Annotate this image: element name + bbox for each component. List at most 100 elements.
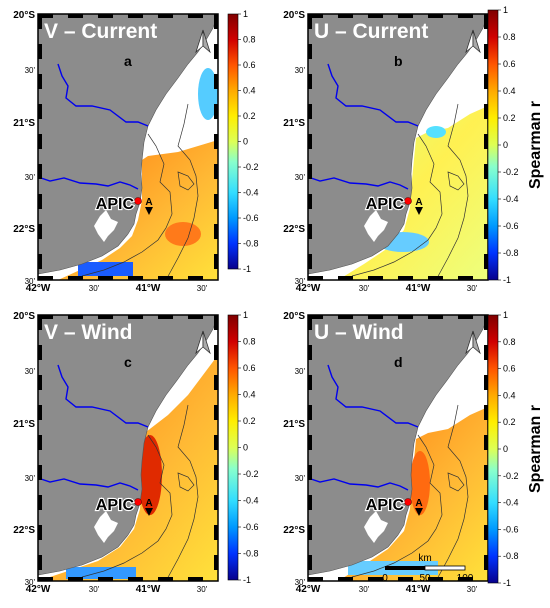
- frame-tick: [428, 577, 443, 581]
- isobath-line: [435, 103, 469, 281]
- frame-tick: [398, 315, 413, 319]
- frame-tick: [308, 405, 312, 420]
- frame-tick: [338, 315, 353, 319]
- frame-tick: [38, 375, 42, 390]
- frame-tick: [38, 555, 42, 570]
- colorbar-tick-label: 0.4: [503, 390, 516, 400]
- frame-tick: [98, 14, 113, 18]
- frame-tick: [308, 254, 312, 269]
- longitude-label: 30': [359, 284, 370, 293]
- frame-tick: [484, 14, 488, 29]
- frame-tick: [38, 164, 42, 179]
- station-marker: [134, 197, 142, 205]
- longitude-label: 42°W: [26, 283, 51, 294]
- scale-bar-unit: km: [418, 553, 431, 564]
- frame-tick: [458, 577, 473, 581]
- frame-tick: [484, 254, 488, 269]
- frame-tick: [98, 577, 113, 581]
- frame-tick: [368, 276, 383, 280]
- frame-tick: [214, 495, 218, 510]
- frame-tick: [484, 104, 488, 119]
- frame-tick: [38, 495, 42, 510]
- frame-tick: [158, 315, 173, 319]
- frame-tick: [214, 555, 218, 570]
- colorbar-tick-label: -0.6: [503, 524, 519, 534]
- colorbar: 1 0.8 0.6 0.4 0.2 0 -0.2 -0.4 -0.6 -0.8 -1 Spearman…: [487, 5, 544, 285]
- station-marker: [404, 197, 412, 205]
- frame-tick: [214, 104, 218, 119]
- frame-tick: [158, 276, 173, 280]
- colorbar-tick-label: 0.4: [243, 86, 256, 96]
- frame-tick: [98, 315, 113, 319]
- frame-tick: [38, 254, 42, 269]
- frame-tick: [398, 276, 413, 280]
- isobath-line: [177, 171, 195, 191]
- colorbar-gradient: [487, 9, 499, 281]
- latitude-label: 20°S: [283, 311, 305, 322]
- colorbar-tick-label: -0.6: [243, 522, 259, 532]
- negative-patch: [78, 262, 133, 276]
- frame-tick: [308, 104, 312, 119]
- colorbar-tick-label: 0.6: [243, 60, 256, 70]
- colorbar-tick-label: 0: [243, 137, 248, 147]
- frame-tick: [214, 14, 218, 29]
- longitude-label: 30': [467, 284, 478, 293]
- longitude-label: 30': [467, 585, 478, 594]
- frame-tick: [38, 315, 53, 319]
- frame-tick: [128, 315, 143, 319]
- correlation-field: [338, 106, 488, 280]
- colorbar-tick-label: 1: [243, 310, 248, 320]
- colorbar-tick-label: -0.4: [243, 496, 259, 506]
- panel-title: U – Wind: [314, 321, 404, 344]
- latitude-label: 30': [25, 367, 36, 376]
- frame-tick: [68, 14, 83, 18]
- panel-letter: a: [124, 53, 132, 69]
- latitude-label: 22°S: [283, 224, 305, 235]
- longitude-label: 42°W: [296, 584, 321, 595]
- frame-tick: [38, 104, 42, 119]
- frame-tick: [308, 375, 312, 390]
- frame-tick: [368, 14, 383, 18]
- colorbar-tick-label: -0.6: [503, 221, 519, 231]
- colorbar-tick-label: -0.8: [503, 551, 519, 561]
- north-arrow-icon: [472, 330, 481, 355]
- isobath-line: [81, 434, 173, 578]
- frame-tick: [484, 224, 488, 239]
- frame-tick: [308, 224, 312, 239]
- latitude-label: 30': [25, 173, 36, 182]
- longitude-label: 41°W: [136, 584, 161, 595]
- colorbar-tick-label: 0.2: [503, 417, 516, 427]
- frame-tick: [38, 194, 42, 209]
- frame-tick: [188, 315, 203, 319]
- frame-tick: [214, 74, 218, 89]
- latitude-label: 20°S: [283, 10, 305, 21]
- latitude-label: 20°S: [13, 10, 35, 21]
- longitude-label: 41°W: [406, 584, 431, 595]
- colorbar-label: Spearman r: [527, 405, 544, 493]
- buoy-label: A: [145, 498, 152, 509]
- latitude-label: 30': [295, 578, 306, 587]
- river-line: [307, 176, 409, 190]
- colorbar-tick-label: -1: [243, 264, 251, 274]
- frame-tick: [308, 315, 312, 330]
- colorbar-tick-label: 0.4: [243, 390, 256, 400]
- latitude-label: 30': [295, 367, 306, 376]
- negative-patch: [426, 126, 446, 138]
- latitude-label: 30': [25, 277, 36, 286]
- river-line: [37, 477, 139, 491]
- frame-tick: [214, 345, 218, 360]
- frame-tick: [484, 495, 488, 510]
- colorbar-tick-label: 0.6: [503, 364, 516, 374]
- land-mass: [307, 13, 489, 275]
- panel-letter: d: [394, 354, 403, 370]
- buoy-label: A: [415, 197, 422, 208]
- latitude-label: 20°S: [13, 311, 35, 322]
- colorbar-tick-label: -1: [503, 275, 511, 285]
- colorbar-tick-label: -0.8: [503, 248, 519, 258]
- station-marker: [134, 498, 142, 506]
- land-mass: [37, 314, 219, 576]
- colorbar-gradient: [227, 13, 239, 270]
- frame-tick: [38, 44, 42, 59]
- river-line: [307, 477, 409, 491]
- colorbar-tick-label: -0.6: [243, 213, 259, 223]
